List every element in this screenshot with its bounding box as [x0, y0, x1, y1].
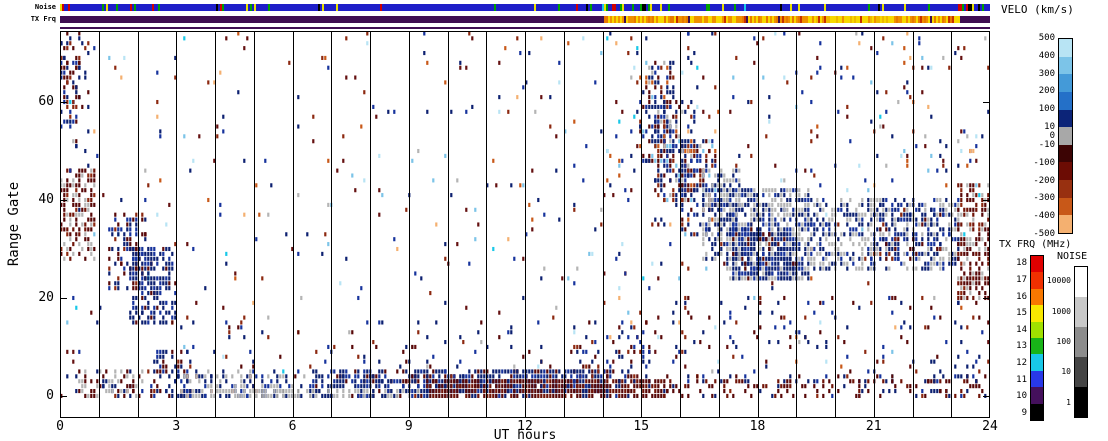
y-tick-label: 60 — [38, 94, 54, 110]
y-tick-label: 0 — [46, 387, 54, 403]
velocity-colorbar-segment — [1059, 56, 1072, 75]
x-tick-label: 21 — [865, 419, 882, 434]
x-tick-label: 15 — [633, 419, 650, 434]
velocity-colorbar-tick-label: -200 — [1033, 175, 1055, 186]
x-tick-label: 18 — [749, 419, 766, 434]
velocity-scatter-plot — [60, 31, 990, 418]
velocity-colorbar-tick-label: 200 — [1038, 86, 1055, 97]
velocity-colorbar-tick-label: 500 — [1038, 33, 1055, 43]
velocity-colorbar-segment — [1059, 109, 1072, 128]
noise-colorbar — [1074, 266, 1088, 418]
noise-colorbar-tick-label: 1000 — [1051, 306, 1071, 316]
tx-freq-colorbar-segment — [1031, 272, 1043, 289]
tx-freq-colorbar-tick-label: 17 — [1016, 274, 1027, 285]
velocity-colorbar-tick-label: -10 — [1038, 139, 1055, 150]
x-tick-label: 0 — [56, 419, 64, 434]
velocity-colorbar-tick-label: -400 — [1033, 211, 1055, 222]
velocity-colorbar-segment — [1059, 180, 1072, 198]
velocity-colorbar-segment — [1059, 197, 1072, 216]
velocity-colorbar-tick-label: -500 — [1033, 229, 1055, 239]
noise-colorbar-segment — [1075, 387, 1087, 417]
velocity-colorbar-segment — [1059, 39, 1072, 57]
noise-colorbar-title: NOISE — [1057, 251, 1088, 262]
velocity-colorbar-segment — [1059, 91, 1072, 110]
velocity-colorbar-tick-label: -300 — [1033, 193, 1055, 204]
velocity-colorbar-segment — [1059, 127, 1072, 145]
velocity-colorbar-segment — [1059, 74, 1072, 92]
tx-freq-colorbar-segment — [1031, 370, 1043, 388]
y-tick-label: 40 — [38, 192, 54, 207]
velocity-colorbar-tick-label: 10 — [1044, 122, 1055, 133]
velocity-colorbar-tick-label: 100 — [1038, 104, 1055, 115]
tx-freq-colorbar-tick-label: 10 — [1016, 391, 1027, 402]
tx-freq-colorbar-segment — [1031, 354, 1043, 371]
tx-freq-colorbar — [1030, 255, 1044, 421]
tx-freq-colorbar-segment — [1031, 256, 1043, 273]
noise-colorbar-segment — [1075, 267, 1087, 297]
noise-colorbar-tick-label: 10000 — [1046, 276, 1071, 286]
tx-freq-colorbar-tick-label: 18 — [1016, 258, 1027, 269]
velocity-colorbar-tick-label: 0 — [1049, 131, 1055, 141]
tx-freq-colorbar-segment — [1031, 288, 1043, 306]
velocity-colorbar-tick-label: 300 — [1038, 68, 1055, 79]
tx-freq-colorbar-tick-label: 16 — [1016, 291, 1027, 302]
separator-strip — [60, 27, 990, 29]
x-axis-label: UT hours — [493, 428, 557, 441]
txfreq-strip — [60, 16, 990, 23]
noise-colorbar-segment — [1075, 297, 1087, 327]
velocity-colorbar-tick-label: -100 — [1033, 157, 1055, 168]
x-tick-label: 6 — [288, 419, 297, 434]
velocity-colorbar-segment — [1059, 144, 1072, 163]
noise-strip-label: Noise — [34, 3, 56, 11]
velocity-colorbar-segment — [1059, 215, 1072, 234]
y-axis-label: Range Gate — [6, 181, 22, 267]
txfreq-strip-label: TX Frq — [30, 15, 56, 23]
tx-freq-colorbar-tick-label: 13 — [1016, 341, 1027, 352]
x-tick-label: 12 — [517, 419, 533, 434]
velocity-colorbar — [1058, 38, 1073, 234]
velocity-colorbar-title: VELO (km/s) — [1001, 3, 1074, 16]
tx-freq-colorbar-tick-label: 15 — [1016, 308, 1027, 319]
txfreq-colorbar-title: TX FRQ (MHz) — [999, 239, 1072, 250]
noise-colorbar-tick-label: 10 — [1061, 367, 1071, 377]
tx-freq-colorbar-tick-label: 12 — [1016, 357, 1027, 368]
x-tick-label: 3 — [172, 419, 181, 434]
noise-colorbar-segment — [1075, 357, 1087, 387]
x-tick-label: 9 — [404, 419, 413, 434]
tx-freq-colorbar-tick-label: 9 — [1021, 407, 1027, 418]
tx-freq-colorbar-segment — [1031, 321, 1043, 339]
noise-colorbar-tick-label: 1 — [1066, 397, 1071, 407]
noise-colorbar-tick-label: 100 — [1056, 337, 1071, 346]
noise-strip — [60, 4, 990, 11]
tx-freq-colorbar-segment — [1031, 338, 1043, 355]
tx-freq-colorbar-segment — [1031, 305, 1043, 322]
tx-freq-colorbar-segment — [1031, 403, 1043, 421]
tx-freq-colorbar-segment — [1031, 387, 1043, 404]
velocity-colorbar-tick-label: 400 — [1038, 50, 1055, 61]
tx-freq-colorbar-tick-label: 14 — [1016, 324, 1027, 335]
x-tick-label: 24 — [982, 419, 998, 434]
y-tick-label: 20 — [38, 289, 54, 305]
tx-freq-colorbar-tick-label: 11 — [1016, 374, 1027, 385]
noise-colorbar-segment — [1075, 327, 1087, 357]
velocity-colorbar-segment — [1059, 162, 1072, 181]
